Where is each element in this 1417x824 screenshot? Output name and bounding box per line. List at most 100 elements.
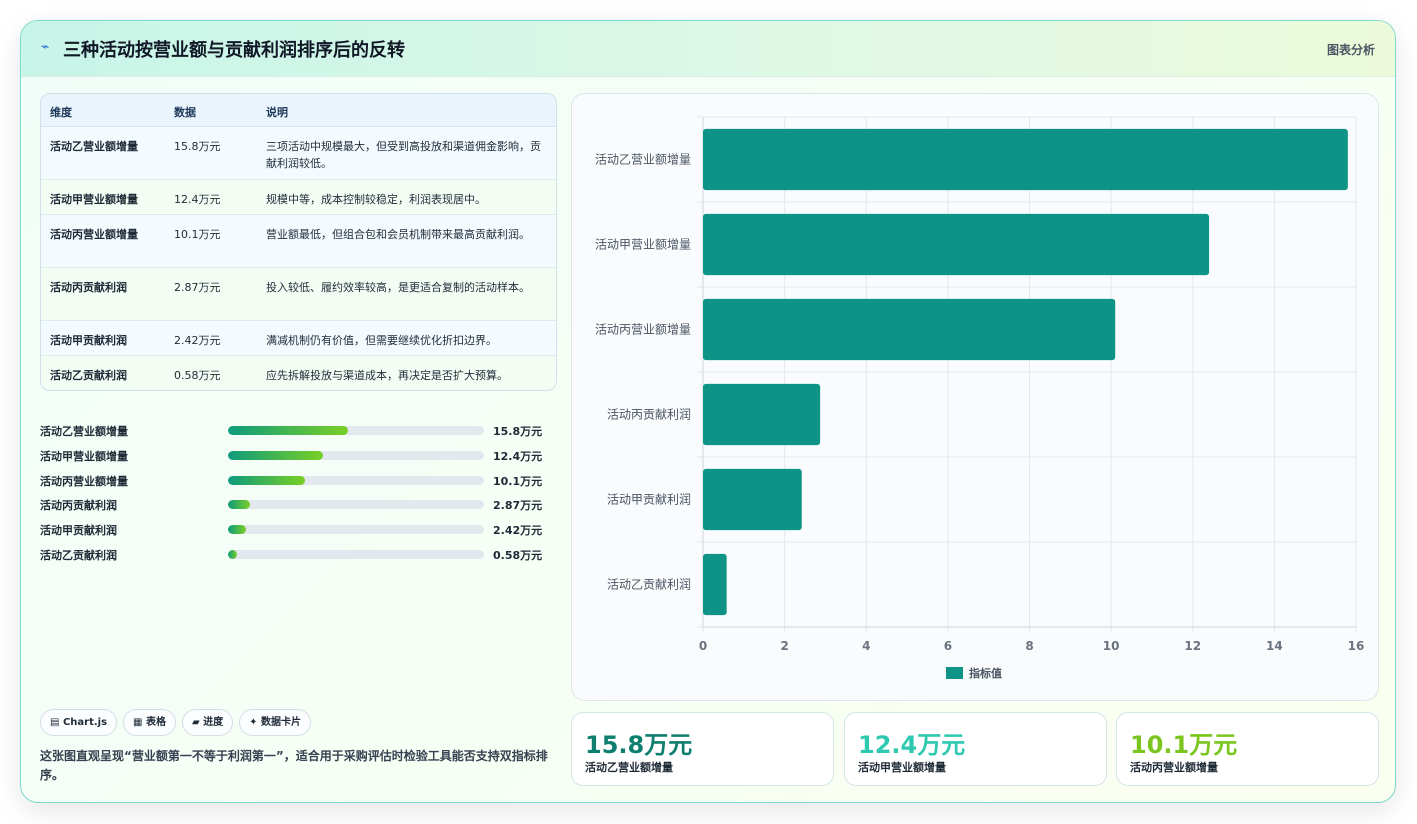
row-description: 投入较低、履约效率较高，是更适合复制的活动样本。 <box>266 281 530 294</box>
row-description: 应先拆解投放与渠道成本，再决定是否扩大预算。 <box>266 369 508 382</box>
y-tick-label: 活动甲营业额增量 <box>595 238 691 252</box>
progress-track <box>228 549 484 559</box>
x-tick-label: 0 <box>699 639 707 653</box>
progress-fill <box>228 525 247 535</box>
chip-progress[interactable]: ▰ 进度 <box>181 709 234 736</box>
progress-item: 活动丙营业额增量 10.1万元 <box>40 471 560 496</box>
stat-card: 12.4万元 活动甲营业额增量 <box>844 712 1107 786</box>
row-description: 营业额最低，但组合包和会员机制带来最高贡献利润。 <box>266 228 530 241</box>
table-row: 活动丙贡献利润 2.87万元 投入较低、履约效率较高，是更适合复制的活动样本。 <box>41 268 556 321</box>
progress-track <box>228 525 484 535</box>
table-row: 活动甲营业额增量 12.4万元 规模中等，成本控制较稳定，利润表现居中。 <box>41 180 556 215</box>
y-tick-label: 活动丙营业额增量 <box>595 323 691 337</box>
table-row: 活动乙贡献利润 0.58万元 应先拆解投放与渠道成本，再决定是否扩大预算。 <box>41 356 556 390</box>
progress-label: 活动丙贡献利润 <box>40 499 117 513</box>
table-row: 活动丙营业额增量 10.1万元 营业额最低，但组合包和会员机制带来最高贡献利润。 <box>41 215 556 268</box>
chart-icon: ▤ <box>50 717 60 728</box>
progress-track <box>228 475 484 485</box>
column-header-description: 说明 <box>266 106 288 119</box>
chip-chart[interactable]: ▤ Chart.js <box>40 709 118 736</box>
stat-label: 活动丙营业额增量 <box>1130 761 1218 774</box>
header-bar: ⌁ 三种活动按营业额与贡献利润排序后的反转 图表分析 <box>21 21 1395 77</box>
analysis-tag: 图表分析 <box>1326 43 1375 57</box>
row-value: 12.4万元 <box>174 193 221 206</box>
row-value: 2.42万元 <box>174 334 221 347</box>
progress-track <box>228 500 484 510</box>
bar <box>703 383 821 446</box>
row-dimension: 活动甲营业额增量 <box>50 193 138 206</box>
chip-table[interactable]: ▦ 表格 <box>123 709 176 736</box>
progress-value: 2.42万元 <box>493 524 543 538</box>
stat-card: 15.8万元活动乙营业额增量 <box>571 712 834 786</box>
progress-item: 活动甲营业额增量 12.4万元 <box>40 446 560 471</box>
stat-value: 10.1万元 <box>1130 731 1238 759</box>
x-tick-label: 2 <box>780 639 788 653</box>
x-tick-label: 16 <box>1348 639 1365 653</box>
row-dimension: 活动乙营业额增量 <box>50 140 138 153</box>
summary-note: 这张图直观呈现“营业额第一不等于利润第一”，适合用于采购评估时检验工具能否支持双… <box>40 749 548 782</box>
column-header-data: 数据 <box>174 106 196 119</box>
bar <box>703 128 1348 191</box>
legend-swatch <box>946 667 963 679</box>
progress-icon: ▰ <box>191 717 200 728</box>
row-description: 满减机制仍有价值，但需要继续优化折扣边界。 <box>266 334 497 347</box>
table-icon: ▦ <box>133 717 143 728</box>
progress-value: 2.87万元 <box>493 499 543 513</box>
row-dimension: 活动甲贡献利润 <box>50 334 127 347</box>
bar <box>703 553 727 616</box>
x-tick-label: 14 <box>1266 639 1283 653</box>
progress-label: 活动甲营业额增量 <box>40 449 128 463</box>
x-tick-label: 8 <box>1025 639 1033 653</box>
y-tick-label: 活动乙贡献利润 <box>607 577 691 592</box>
progress-item: 活动丙贡献利润 2.87万元 <box>40 495 560 520</box>
chip-card[interactable]: ✦ 数据卡片 <box>239 709 312 736</box>
stat-label: 活动乙营业额增量 <box>585 761 673 774</box>
progress-value: 10.1万元 <box>493 474 543 488</box>
row-value: 0.58万元 <box>174 369 221 382</box>
progress-label: 活动乙营业额增量 <box>40 425 128 438</box>
row-dimension: 活动丙营业额增量 <box>50 228 138 241</box>
progress-label: 活动丙营业额增量 <box>40 474 128 488</box>
column-header-dimension: 维度 <box>50 106 72 119</box>
progress-item: 活动乙营业额增量 15.8万元 <box>40 421 560 446</box>
progress-value: 12.4万元 <box>493 449 543 463</box>
bar-chart-svg: 0 2 4 6 8 10 12 14 16 活动乙营业额增量活动甲营业额增量活动丙营业额增量活动丙… <box>595 116 1365 680</box>
sparkle-icon: ⌁ <box>41 39 50 55</box>
table-body: 活动乙营业额增量 15.8万元 三项活动中规模最大，但受到高投放和渠道佣金影响，贡献… <box>41 127 556 390</box>
legend-label: 指标值 <box>969 666 1002 680</box>
progress-item: 活动乙贡献利润 0.58万元 <box>40 545 560 570</box>
x-tick-label: 12 <box>1184 639 1201 653</box>
x-tick-label: 6 <box>944 639 952 653</box>
row-description: 规模中等，成本控制较稳定，利润表现居中。 <box>266 193 486 206</box>
stat-value: 15.8万元 <box>585 731 693 759</box>
progress-fill <box>228 500 250 510</box>
table-header: 维度 数据 说明 <box>41 94 556 127</box>
row-dimension: 活动乙贡献利润 <box>50 369 127 382</box>
progress-item: 活动甲贡献利润 2.42万元 <box>40 520 560 545</box>
dashboard-card: ⌁ 三种活动按营业额与贡献利润排序后的反转 图表分析 维度 数据 说明 活动乙营… <box>20 20 1396 803</box>
bar-chart: 0 2 4 6 8 10 12 14 16 活动乙营业额增量 活动甲营业额增量 活动丙营业额增量 活动丙… <box>571 93 1379 701</box>
chip-label: Chart.js <box>62 717 108 728</box>
card-icon: ✦ <box>249 717 258 728</box>
bar <box>703 213 1210 276</box>
progress-fill <box>228 450 323 460</box>
table-row: 活动乙营业额增量 15.8万元 三项活动中规模最大，但受到高投放和渠道佣金影响，贡献… <box>41 127 556 180</box>
chip-label: 表格 <box>145 717 166 728</box>
progress-label: 活动甲贡献利润 <box>40 524 117 538</box>
stat-card: 10.1万元活动丙营业额增量 <box>1116 712 1379 786</box>
progress-track <box>228 450 484 460</box>
table-row: 活动甲贡献利润 2.42万元 满减机制仍有价值，但需要继续优化折扣边界。 <box>41 321 556 356</box>
bar <box>703 468 802 531</box>
progress-value: 0.58万元 <box>493 548 543 562</box>
progress-fill <box>228 549 237 559</box>
x-tick-label: 10 <box>1103 639 1120 653</box>
y-tick-label: 活动甲贡献利润 <box>607 492 691 507</box>
row-dimension: 活动丙贡献利润 <box>50 281 127 294</box>
row-value: 10.1万元 <box>174 228 221 241</box>
x-tick-label: 4 <box>862 639 870 653</box>
row-value: 2.87万元 <box>174 281 221 294</box>
y-tick-label: 活动丙贡献利润 <box>607 407 691 422</box>
progress-label: 活动乙贡献利润 <box>40 548 117 562</box>
progress-fill <box>228 426 349 435</box>
stat-label: 活动甲营业额增量 <box>858 761 946 774</box>
